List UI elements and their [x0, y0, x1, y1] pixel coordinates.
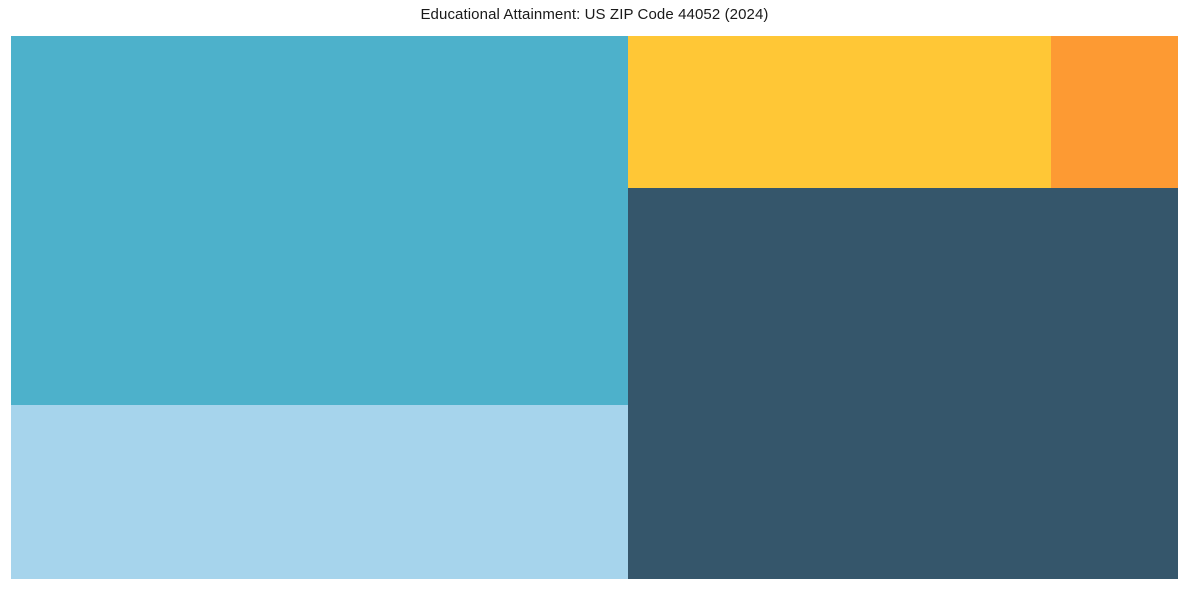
- treemap-tile[interactable]: Graduate or professional degree: [1051, 36, 1178, 188]
- chart-title: Educational Attainment: US ZIP Code 4405…: [420, 6, 769, 23]
- treemap-tile[interactable]: Some college, no degree: [11, 405, 628, 579]
- treemap-tile[interactable]: Bachelor's degree: [628, 188, 1178, 579]
- treemap-tile[interactable]: High school graduate or equivalent: [11, 36, 628, 405]
- treemap-tile[interactable]: Associate degree: [628, 36, 1051, 188]
- treemap-plot-area: High school graduate or equivalentSome c…: [11, 36, 1178, 579]
